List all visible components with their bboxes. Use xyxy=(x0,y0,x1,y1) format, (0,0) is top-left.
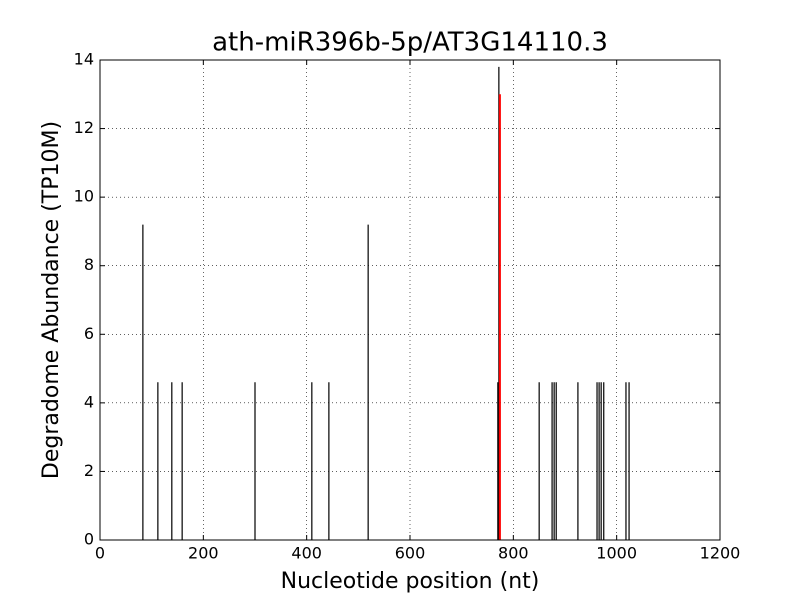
y-tick-label: 10 xyxy=(74,187,94,206)
y-axis-label: Degradome Abundance (TP10M) xyxy=(39,121,64,479)
x-tick-label: 800 xyxy=(498,544,529,563)
y-tick-label: 6 xyxy=(84,324,94,343)
x-tick-label: 0 xyxy=(95,544,105,563)
x-tick-label: 400 xyxy=(291,544,322,563)
x-axis-label: Nucleotide position (nt) xyxy=(281,569,540,594)
y-tick-label: 0 xyxy=(84,530,94,549)
x-tick-label: 200 xyxy=(188,544,219,563)
y-tick-label: 4 xyxy=(84,392,94,411)
x-tick-label: 1000 xyxy=(596,544,637,563)
y-tick-label: 14 xyxy=(74,50,94,69)
x-tick-label: 1200 xyxy=(700,544,741,563)
plot-frame xyxy=(99,59,721,541)
y-tick-label: 12 xyxy=(74,118,94,137)
x-tick-label: 600 xyxy=(395,544,426,563)
y-tick-label: 8 xyxy=(84,255,94,274)
chart-title: ath-miR396b-5p/AT3G14110.3 xyxy=(212,28,608,58)
y-tick-label: 2 xyxy=(84,461,94,480)
